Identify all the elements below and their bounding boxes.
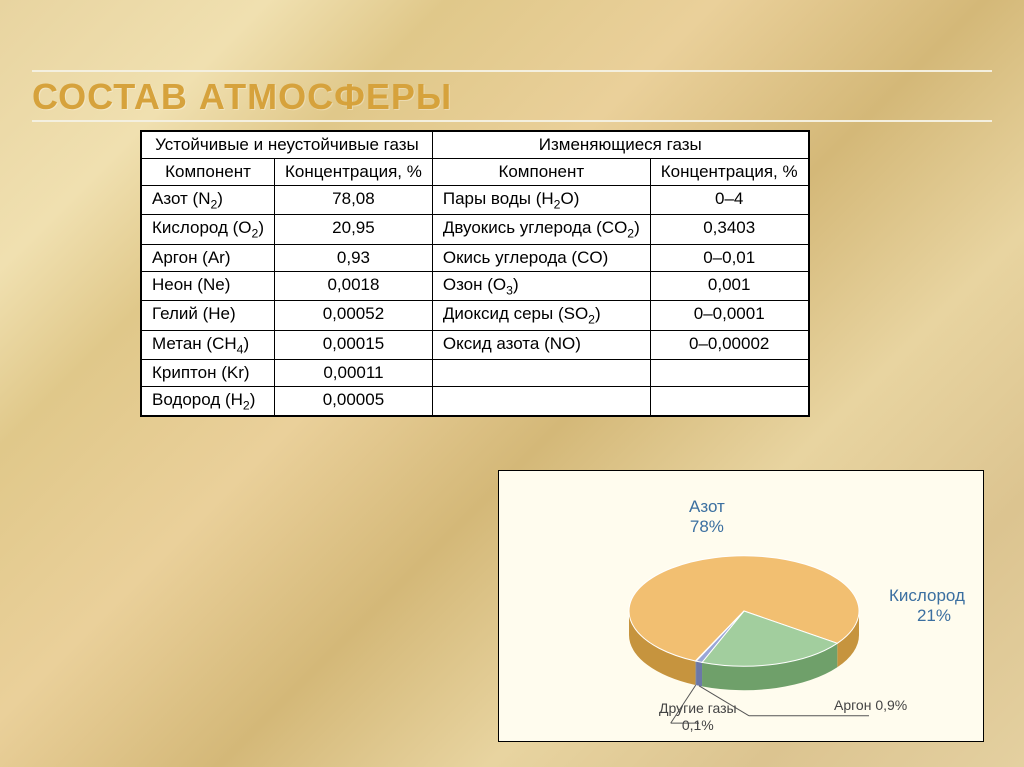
table-row: Криптон (Kr)0,00011 <box>142 359 809 386</box>
pie-label-argon: Аргон 0,9% <box>834 697 907 714</box>
table-cell: 0–0,01 <box>650 244 808 271</box>
pie-slice-side <box>696 661 702 686</box>
table-row: Водород (H2)0,00005 <box>142 386 809 415</box>
table-cell <box>432 386 650 415</box>
table-cell: Азот (N2) <box>142 186 275 215</box>
table-cell: Озон (O3) <box>432 271 650 300</box>
table-row: Неон (Ne)0,0018Озон (O3)0,001 <box>142 271 809 300</box>
table-cell: Окись углерода (CO) <box>432 244 650 271</box>
table-cell <box>650 359 808 386</box>
table-cell: Диоксид серы (SO2) <box>432 301 650 330</box>
table-cell: 0,0018 <box>275 271 433 300</box>
table-row: Метан (CH4)0,00015Оксид азота (NO)0–0,00… <box>142 330 809 359</box>
table-cell: 0,3403 <box>650 215 808 244</box>
pie-label-other-gases: Другие газы 0,1% <box>659 700 737 734</box>
table-cell <box>432 359 650 386</box>
table-cell: Аргон (Ar) <box>142 244 275 271</box>
table-cell: 0,00005 <box>275 386 433 415</box>
pie-label-oxygen: Кислород 21% <box>889 586 965 627</box>
table-cell: Двуокись углерода (CO2) <box>432 215 650 244</box>
gas-table: Устойчивые и неустойчивые газы Изменяющи… <box>140 130 810 417</box>
pie-slice-side <box>695 661 696 685</box>
table-cell: Криптон (Kr) <box>142 359 275 386</box>
pie-chart-panel: Азот 78% Кислород 21% Аргон 0,9% Другие … <box>498 470 984 742</box>
table-row: Кислород (O2)20,95Двуокись углерода (CO2… <box>142 215 809 244</box>
table-cell: 0,001 <box>650 271 808 300</box>
col-header-3: Концентрация, % <box>650 159 808 186</box>
table-row: Азот (N2)78,08Пары воды (H2O)0–4 <box>142 186 809 215</box>
group-header-stable: Устойчивые и неустойчивые газы <box>142 132 433 159</box>
col-header-2: Компонент <box>432 159 650 186</box>
title-bar: СОСТАВ АТМОСФЕРЫ <box>32 70 992 122</box>
table-cell: Метан (CH4) <box>142 330 275 359</box>
table-cell: 0–0,00002 <box>650 330 808 359</box>
table-cell: 0,00011 <box>275 359 433 386</box>
table-cell: 0–4 <box>650 186 808 215</box>
table-cell: Оксид азота (NO) <box>432 330 650 359</box>
page-title: СОСТАВ АТМОСФЕРЫ <box>32 76 992 118</box>
col-header-1: Концентрация, % <box>275 159 433 186</box>
table-cell: Кислород (O2) <box>142 215 275 244</box>
group-header-variable: Изменяющиеся газы <box>432 132 808 159</box>
table-cell: 0–0,0001 <box>650 301 808 330</box>
table-cell: Пары воды (H2O) <box>432 186 650 215</box>
table-cell <box>650 386 808 415</box>
table-row: Аргон (Ar)0,93Окись углерода (CO)0–0,01 <box>142 244 809 271</box>
table-cell: 20,95 <box>275 215 433 244</box>
col-header-0: Компонент <box>142 159 275 186</box>
table-cell: Гелий (He) <box>142 301 275 330</box>
pie-label-nitrogen: Азот 78% <box>689 497 725 538</box>
table-cell: 0,00015 <box>275 330 433 359</box>
table-cell: 78,08 <box>275 186 433 215</box>
table-cell: 0,93 <box>275 244 433 271</box>
table-cell: 0,00052 <box>275 301 433 330</box>
table-cell: Неон (Ne) <box>142 271 275 300</box>
table-cell: Водород (H2) <box>142 386 275 415</box>
table-row: Гелий (He)0,00052Диоксид серы (SO2)0–0,0… <box>142 301 809 330</box>
